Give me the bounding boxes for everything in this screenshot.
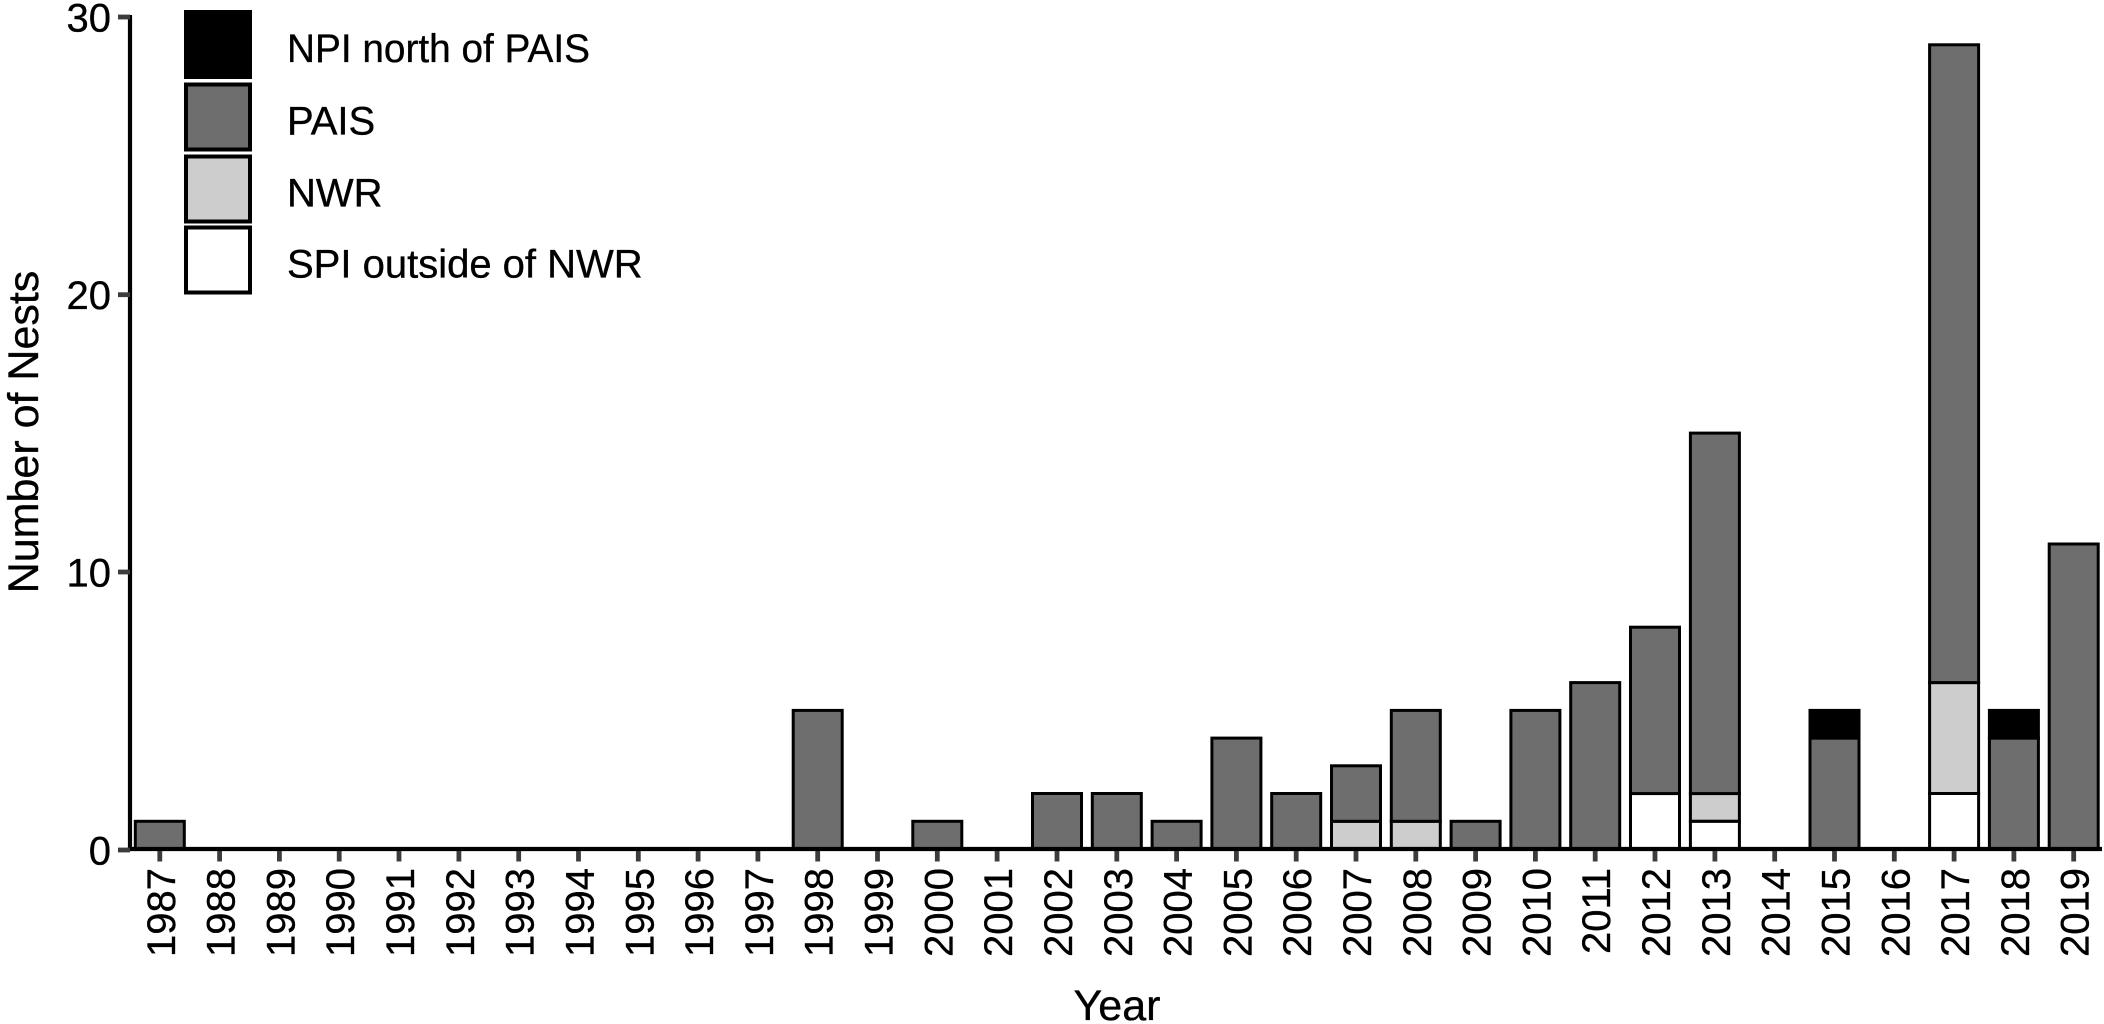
svg-text:1988: 1988 [200,868,244,957]
svg-text:1992: 1992 [439,868,483,957]
svg-text:Year: Year [1074,982,1161,1024]
svg-text:1990: 1990 [319,868,363,957]
svg-text:2019: 2019 [2054,868,2098,957]
svg-text:1993: 1993 [499,868,543,957]
svg-text:Number of Nests: Number of Nests [0,271,48,594]
svg-text:2000: 2000 [917,868,961,957]
svg-text:2007: 2007 [1336,868,1380,957]
svg-text:PAIS: PAIS [287,99,375,143]
svg-text:2018: 2018 [1994,868,2038,957]
svg-text:1999: 1999 [858,868,902,957]
svg-text:NWR: NWR [287,171,383,215]
svg-text:1998: 1998 [798,868,842,957]
svg-text:2012: 2012 [1635,868,1679,957]
svg-text:2008: 2008 [1396,868,1440,957]
svg-text:2004: 2004 [1157,868,1201,957]
svg-text:1995: 1995 [618,868,662,957]
svg-text:2001: 2001 [977,868,1021,957]
svg-text:2014: 2014 [1755,868,1799,957]
svg-text:2015: 2015 [1815,868,1859,957]
svg-text:NPI north of PAIS: NPI north of PAIS [287,27,590,71]
svg-text:1994: 1994 [559,868,603,957]
svg-text:2013: 2013 [1695,868,1739,957]
svg-text:1987: 1987 [140,868,184,957]
svg-text:2003: 2003 [1097,868,1141,957]
svg-text:2002: 2002 [1037,868,1081,957]
svg-text:SPI outside of NWR: SPI outside of NWR [287,242,643,286]
svg-text:2017: 2017 [1934,868,1978,957]
svg-text:10: 10 [67,551,112,595]
svg-text:2006: 2006 [1276,868,1320,957]
svg-text:2011: 2011 [1575,868,1619,954]
svg-text:2009: 2009 [1456,868,1500,957]
svg-text:1991: 1991 [379,868,423,957]
svg-text:2005: 2005 [1216,868,1260,957]
svg-text:30: 30 [67,0,112,40]
svg-text:20: 20 [67,274,112,318]
svg-text:2010: 2010 [1515,868,1559,957]
svg-text:2016: 2016 [1874,868,1918,957]
svg-text:1996: 1996 [678,868,722,957]
svg-text:1997: 1997 [738,868,782,957]
svg-text:1989: 1989 [259,868,303,957]
svg-text:0: 0 [89,829,111,873]
